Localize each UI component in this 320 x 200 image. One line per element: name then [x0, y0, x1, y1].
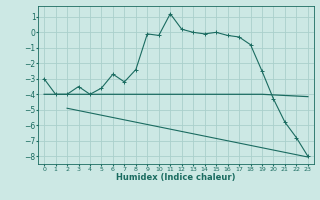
X-axis label: Humidex (Indice chaleur): Humidex (Indice chaleur) — [116, 173, 236, 182]
